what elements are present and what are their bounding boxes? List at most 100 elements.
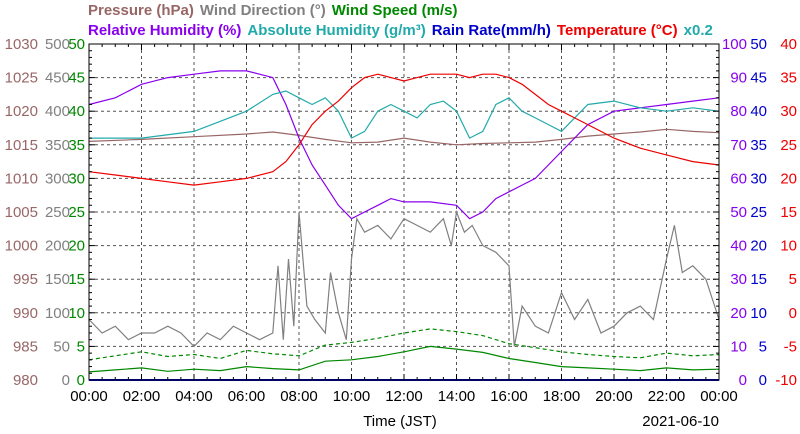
- grid: [89, 44, 719, 380]
- series-line: [88, 70, 720, 220]
- y-tick-label-wind-speed: 45: [68, 70, 85, 87]
- x-tick-label: 08:00: [280, 388, 318, 405]
- legend-row-1: Pressure (hPa) Wind Direction (°) Wind Spe…: [88, 2, 457, 19]
- y-tick-label-relative-humidity: 80: [730, 103, 747, 120]
- chart-date: 2021-06-10: [642, 413, 719, 430]
- x-tick-label: 14:00: [438, 388, 476, 405]
- y-tick-label-wind-direction: 350: [45, 137, 70, 154]
- y-tick-label-temperature: 15: [780, 204, 797, 221]
- y-tick-label-pressure: 1015: [5, 137, 38, 154]
- y-tick-label-temperature: 25: [780, 137, 797, 154]
- y-axes: 1030102510201015101010051000995990985980…: [5, 36, 797, 389]
- legend-row-2: Relative Humidity (%) Absolute Humidity (…: [88, 22, 713, 39]
- y-tick-label-rain-rate: 25: [750, 204, 767, 221]
- y-tick-label-temperature: 0: [789, 305, 797, 322]
- x-axis-title: Time (JST): [363, 413, 437, 430]
- series-line: [88, 328, 720, 361]
- legend-item: x0.2: [684, 22, 713, 39]
- y-tick-label-wind-speed: 40: [68, 103, 85, 120]
- y-tick-label-rain-rate: 10: [750, 305, 767, 322]
- y-tick-label-wind-speed: 35: [68, 137, 85, 154]
- y-tick-label-relative-humidity: 50: [730, 204, 747, 221]
- y-tick-label-relative-humidity: 0: [739, 372, 747, 389]
- legend-item: Relative Humidity (%): [88, 22, 241, 39]
- y-tick-label-pressure: 1000: [5, 238, 38, 255]
- y-tick-label-rain-rate: 0: [759, 372, 767, 389]
- y-tick-label-rain-rate: 20: [750, 238, 767, 255]
- y-tick-label-wind-speed: 50: [68, 36, 85, 53]
- x-tick-label: 00:00: [700, 388, 738, 405]
- y-tick-label-wind-speed: 0: [77, 372, 85, 389]
- y-tick-label-pressure: 1030: [5, 36, 38, 53]
- legend-item: Pressure (hPa): [88, 2, 194, 19]
- y-tick-label-wind-direction: 250: [45, 204, 70, 221]
- legend-item: Wind Direction (°): [200, 2, 326, 19]
- y-tick-label-wind-direction: 200: [45, 238, 70, 255]
- y-tick-label-rain-rate: 45: [750, 70, 767, 87]
- y-tick-label-relative-humidity: 100: [722, 36, 747, 53]
- y-tick-label-wind-direction: 450: [45, 70, 70, 87]
- x-tick-label: 02:00: [123, 388, 161, 405]
- y-tick-label-wind-speed: 15: [68, 271, 85, 288]
- y-tick-label-wind-direction: 150: [45, 271, 70, 288]
- y-tick-label-relative-humidity: 40: [730, 238, 747, 255]
- plot-frame: [88, 43, 720, 381]
- y-tick-label-wind-direction: 500: [45, 36, 70, 53]
- x-tick-label: 06:00: [228, 388, 266, 405]
- y-tick-label-pressure: 1025: [5, 70, 38, 87]
- legend-item: Rain Rate(mm/h): [432, 22, 551, 39]
- x-tick-label: 20:00: [595, 388, 633, 405]
- y-tick-label-temperature: 5: [789, 271, 797, 288]
- y-tick-label-temperature: -5: [784, 338, 797, 355]
- y-tick-label-relative-humidity: 90: [730, 70, 747, 87]
- y-tick-label-temperature: 30: [780, 103, 797, 120]
- x-axis: 00:00 02:00 04:00 06:00 08:00 10:00 12:00 14:00…: [70, 388, 738, 405]
- y-tick-label-rain-rate: 5: [759, 338, 767, 355]
- y-tick-label-pressure: 980: [13, 372, 38, 389]
- y-tick-label-pressure: 990: [13, 305, 38, 322]
- series-line: [89, 90, 720, 139]
- y-tick-label-wind-speed: 5: [77, 338, 85, 355]
- y-tick-label-relative-humidity: 70: [730, 137, 747, 154]
- y-tick-label-wind-direction: 100: [45, 305, 70, 322]
- y-tick-label-rain-rate: 35: [750, 137, 767, 154]
- y-tick-label-rain-rate: 50: [750, 36, 767, 53]
- legend-item: Temperature (°C): [557, 22, 678, 39]
- y-tick-label-wind-speed: 20: [68, 238, 85, 255]
- y-tick-label-pressure: 995: [13, 271, 38, 288]
- y-tick-label-wind-speed: 10: [68, 305, 85, 322]
- x-tick-label: 16:00: [490, 388, 528, 405]
- x-tick-label: 22:00: [648, 388, 686, 405]
- legend: Pressure (hPa) Wind Direction (°) Wind Spe…: [88, 2, 713, 39]
- legend-item: Wind Speed (m/s): [332, 2, 458, 19]
- legend-item: Absolute Humidity (g/m³): [247, 22, 425, 39]
- y-tick-label-relative-humidity: 10: [730, 338, 747, 355]
- y-tick-label-temperature: 40: [780, 36, 797, 53]
- y-tick-label-wind-speed: 30: [68, 170, 85, 187]
- x-tick-label: 04:00: [175, 388, 213, 405]
- y-tick-label-pressure: 1010: [5, 170, 38, 187]
- series-line: [88, 73, 720, 186]
- series-line: [88, 209, 720, 348]
- y-tick-label-temperature: 35: [780, 70, 797, 87]
- y-tick-label-relative-humidity: 20: [730, 305, 747, 322]
- y-tick-label-pressure: 1005: [5, 204, 38, 221]
- x-tick-label: 18:00: [543, 388, 581, 405]
- y-tick-label-wind-direction: 0: [62, 372, 70, 389]
- y-tick-label-relative-humidity: 60: [730, 170, 747, 187]
- y-tick-label-wind-direction: 50: [53, 338, 70, 355]
- y-tick-label-wind-direction: 300: [45, 170, 70, 187]
- y-tick-label-relative-humidity: 30: [730, 271, 747, 288]
- series-lines: [88, 70, 720, 381]
- y-tick-label-wind-direction: 400: [45, 103, 70, 120]
- series-line: [88, 345, 720, 373]
- x-tick-label: 00:00: [70, 388, 108, 405]
- y-tick-label-temperature: -10: [775, 372, 797, 389]
- y-tick-label-rain-rate: 30: [750, 170, 767, 187]
- y-tick-label-pressure: 985: [13, 338, 38, 355]
- series-line: [88, 128, 720, 146]
- y-tick-label-rain-rate: 15: [750, 271, 767, 288]
- x-tick-label: 12:00: [385, 388, 423, 405]
- y-tick-label-wind-speed: 25: [68, 204, 85, 221]
